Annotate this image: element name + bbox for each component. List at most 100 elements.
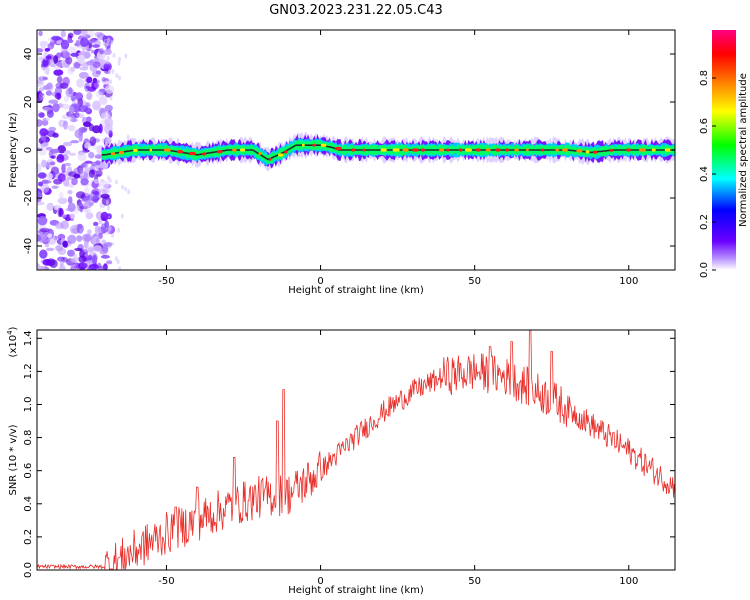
noise-blob — [92, 80, 100, 83]
ridge-hotspot — [177, 150, 183, 154]
noise-blob — [39, 128, 49, 136]
colorbar-tick-label: 0.6 — [699, 118, 710, 134]
noise-blob — [37, 216, 48, 226]
noise-blob — [74, 262, 81, 269]
noise-blob — [81, 197, 91, 203]
noise-blob — [69, 104, 75, 114]
ridge-hotspot — [562, 148, 568, 152]
noise-blob — [51, 35, 61, 41]
noise-blob — [101, 77, 107, 82]
noise-blob — [100, 180, 110, 188]
ridge-hotspot — [465, 148, 472, 152]
ridge-hotspot — [651, 148, 656, 152]
noise-blob — [85, 212, 94, 220]
noise-blob — [92, 61, 101, 68]
x-tick-label: 0 — [317, 576, 323, 587]
colorbar-ticks: 0.0 0.2 0.4 0.6 0.8 — [699, 70, 716, 278]
ridge-band-layer — [101, 139, 675, 165]
noise-blob — [61, 214, 67, 218]
y-tick-label: 0.8 — [23, 430, 34, 446]
noise-blob — [70, 257, 80, 263]
noise-blob — [76, 223, 84, 234]
ridge-hotspot — [240, 148, 246, 152]
noise-blob — [62, 76, 70, 86]
ridge-hotspot — [320, 143, 327, 147]
noise-blob — [55, 222, 64, 230]
noise-blob — [74, 247, 83, 252]
noise-blob — [37, 172, 47, 179]
noise-blob — [68, 152, 77, 156]
noise-blob — [39, 249, 48, 259]
noise-blob — [67, 32, 74, 39]
ridge-hotspot — [118, 151, 124, 155]
noise-blob — [118, 266, 122, 270]
ridge-hotspot — [133, 148, 138, 152]
noise-blob — [77, 164, 84, 175]
spectrogram-ridge — [101, 131, 675, 172]
x-tick-label: -50 — [158, 576, 174, 587]
x-tick-label: 50 — [468, 276, 481, 287]
y-tick-label: 1.2 — [23, 363, 34, 379]
ridge-hotspot — [164, 148, 171, 152]
noise-blob — [95, 160, 101, 166]
noise-blob — [73, 112, 80, 119]
noise-blob — [69, 213, 75, 219]
ridge-hotspot — [585, 150, 590, 154]
noise-blob — [104, 121, 108, 127]
noise-blob — [76, 78, 85, 88]
noise-blob — [45, 203, 54, 211]
noise-blob — [69, 118, 78, 123]
noise-blob — [100, 211, 109, 222]
noise-blob — [92, 236, 101, 245]
noise-blob — [42, 117, 51, 122]
noise-blob — [67, 202, 76, 212]
noise-blob — [38, 181, 43, 187]
ridge-hotspot — [269, 157, 272, 161]
noise-blob — [51, 185, 59, 189]
noise-blob — [80, 128, 86, 133]
noise-blob — [120, 213, 124, 219]
noise-blob — [67, 196, 73, 205]
colorbar-label: Normalized spectral amplitude — [738, 73, 749, 227]
noise-blob — [60, 220, 69, 230]
noise-blob — [55, 244, 64, 252]
noise-blob — [67, 39, 74, 43]
x-tick-label: 100 — [619, 276, 638, 287]
noise-blob — [70, 140, 80, 144]
ridge-hotspot — [149, 148, 152, 152]
ridge-hotspot — [412, 148, 419, 152]
noise-blob — [59, 82, 69, 89]
noise-blob — [53, 55, 59, 64]
noise-blob — [124, 186, 128, 192]
y-tick-label: 1.0 — [23, 397, 34, 413]
noise-blob — [39, 40, 49, 47]
noise-blob — [38, 112, 45, 118]
noise-blob — [90, 49, 95, 54]
noise-blob — [78, 71, 89, 79]
noise-blob — [47, 42, 55, 50]
ridge-hotspot — [278, 153, 284, 157]
noise-blob — [82, 233, 92, 242]
noise-blob — [65, 87, 75, 98]
noise-blob — [67, 124, 76, 132]
noise-blob — [86, 60, 94, 66]
noise-blob — [87, 86, 96, 92]
noise-blob — [38, 92, 45, 100]
noise-blob — [88, 151, 95, 159]
y-tick-label: 40 — [23, 48, 34, 61]
noise-blob — [37, 110, 42, 114]
ridge-hotspot — [610, 148, 613, 152]
noise-blob — [115, 179, 118, 185]
noise-blob — [87, 229, 92, 235]
ridge-hotspot — [664, 148, 672, 152]
noise-blob — [110, 122, 113, 128]
noise-blob — [67, 66, 75, 75]
noise-blob — [95, 91, 104, 98]
noise-blob — [67, 234, 77, 244]
noise-blob — [103, 64, 111, 69]
noise-blob — [114, 256, 118, 262]
noise-blob — [63, 120, 68, 130]
ridge-hotspot — [485, 148, 491, 152]
colorbar-tick-label: 0.8 — [699, 70, 710, 86]
noise-blob — [104, 104, 113, 112]
